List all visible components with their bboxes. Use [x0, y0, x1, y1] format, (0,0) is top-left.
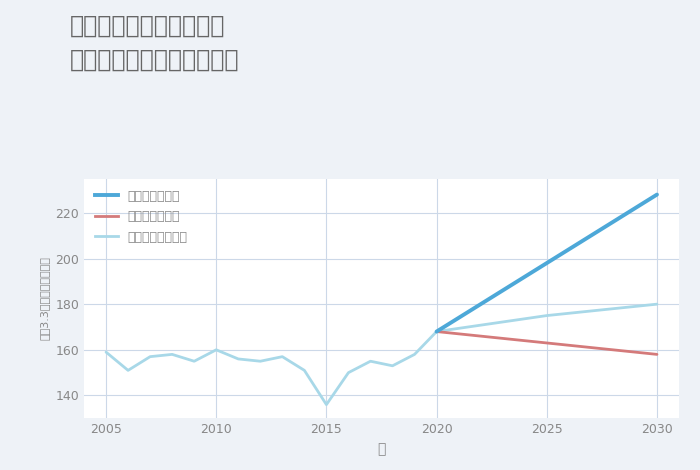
- Legend: グッドシナリオ, バッドシナリオ, ノーマルシナリオ: グッドシナリオ, バッドシナリオ, ノーマルシナリオ: [90, 185, 192, 249]
- Text: 大阪府豊中市長興寺南の
中古マンションの価格推移: 大阪府豊中市長興寺南の 中古マンションの価格推移: [70, 14, 239, 71]
- X-axis label: 年: 年: [377, 442, 386, 456]
- Y-axis label: 坪（3.3㎡）単価（万円）: 坪（3.3㎡）単価（万円）: [40, 257, 50, 340]
